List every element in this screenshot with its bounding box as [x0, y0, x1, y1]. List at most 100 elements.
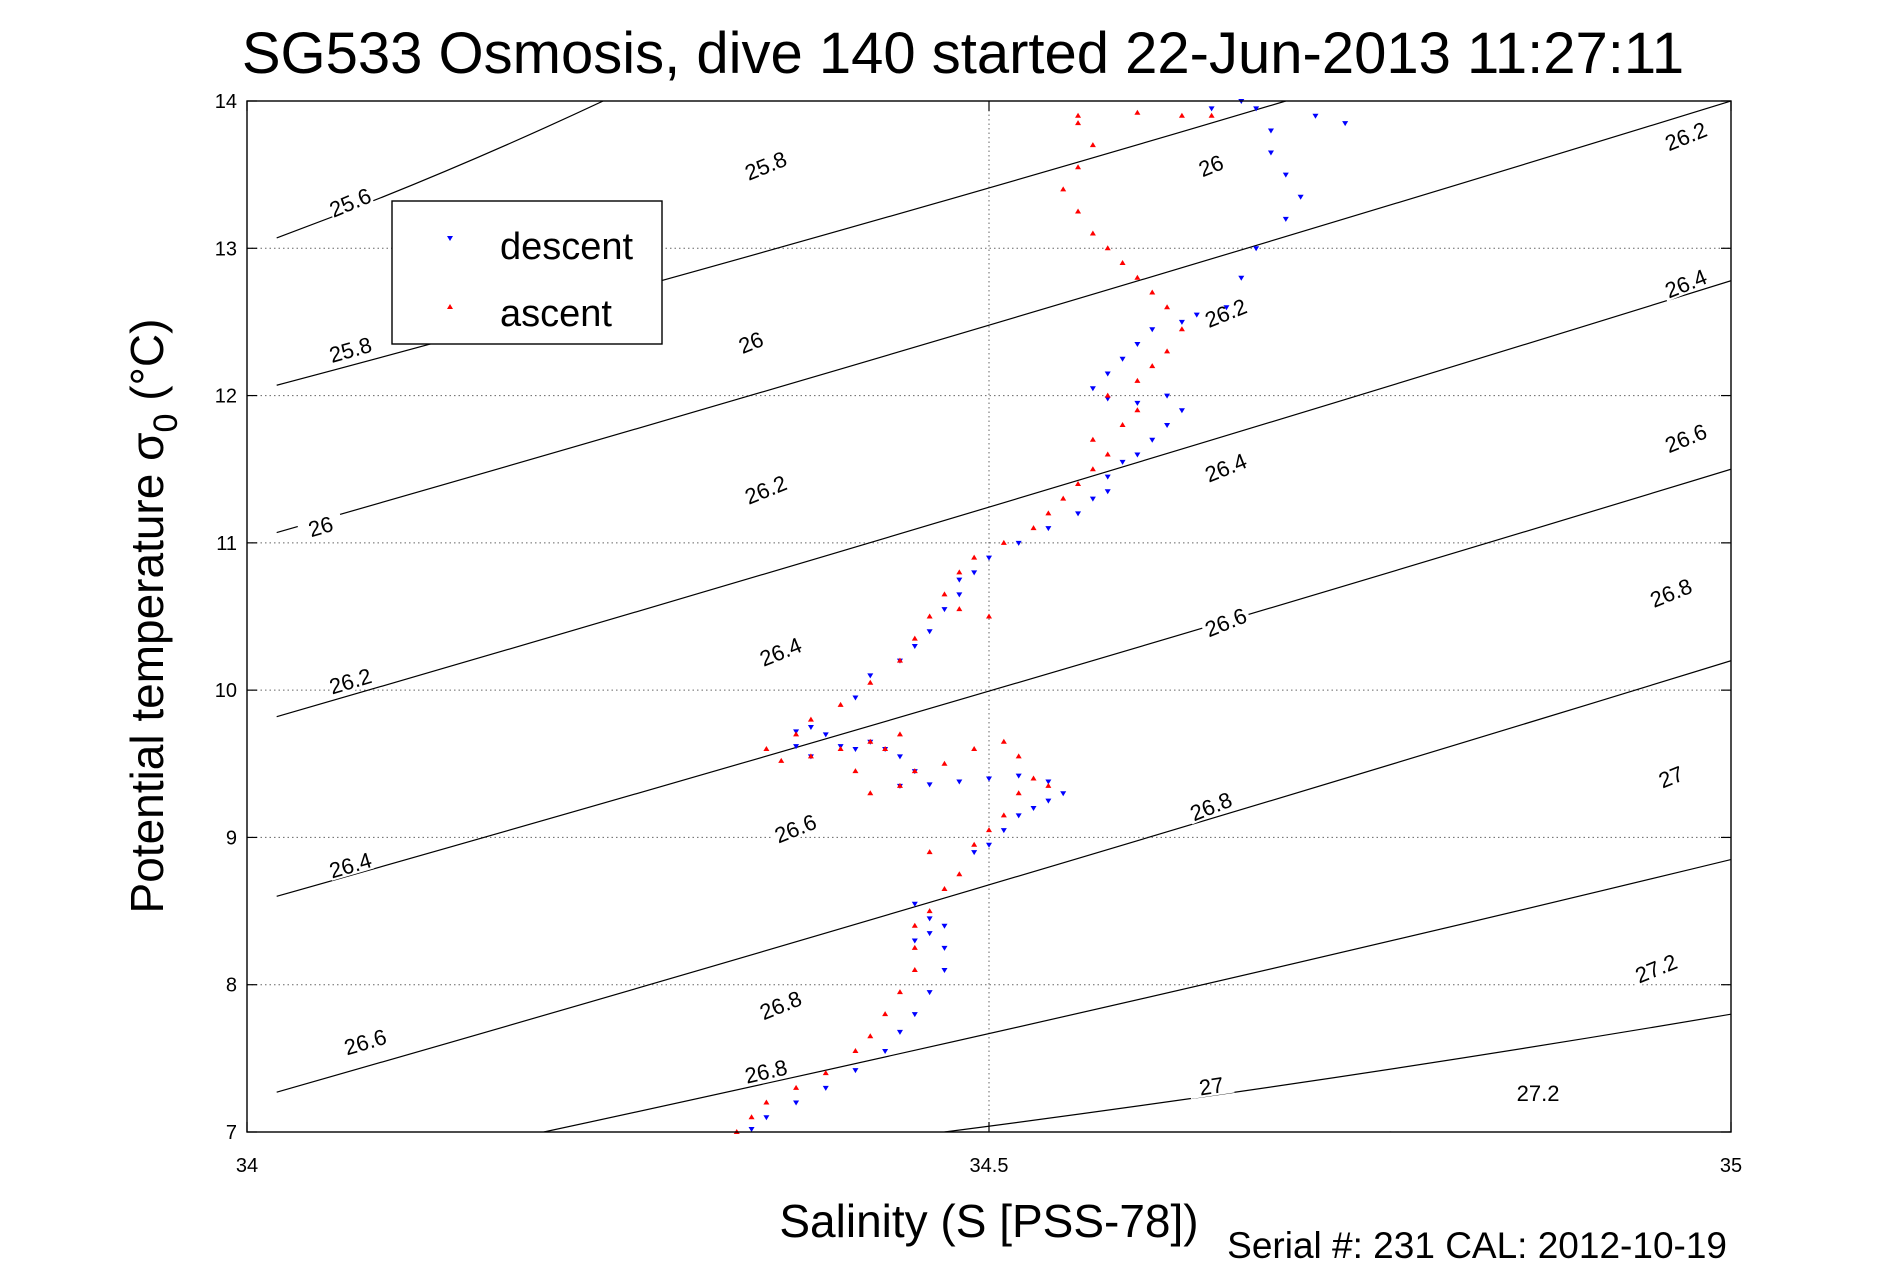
ascent-point: [1000, 738, 1007, 744]
ascent-point: [1134, 377, 1141, 383]
ascent-point: [867, 738, 874, 744]
descent-point: [1045, 798, 1052, 804]
descent-point: [1134, 452, 1141, 458]
ascent-point: [1015, 790, 1022, 796]
contour-label-bg: [340, 1023, 390, 1058]
contour-label: 26.6: [1201, 603, 1250, 642]
descent-point: [956, 592, 963, 598]
ascent-point: [793, 731, 800, 737]
contour-label: 26.2: [326, 663, 374, 699]
ascent-point: [1089, 230, 1096, 236]
descent-point: [941, 945, 948, 951]
ascent-point: [852, 768, 859, 774]
descent-point: [1342, 121, 1349, 127]
descent-point: [1267, 150, 1274, 156]
contour-label: 27: [1197, 1072, 1225, 1100]
descent-point: [1178, 319, 1185, 325]
legend-descent-label: descent: [500, 226, 634, 268]
contour-label-bg: [741, 1054, 790, 1086]
density-contour-line: [276, 280, 1731, 718]
legend-ascent-label: ascent: [500, 293, 612, 335]
contour-label-bg: [1658, 263, 1712, 302]
ascent-point: [763, 1099, 770, 1105]
y-tick-label: 13: [215, 238, 237, 260]
density-contour-line: [276, 101, 604, 239]
contour-label-bg: [1629, 948, 1683, 987]
ascent-point: [911, 768, 918, 774]
contour-label: 27.2: [1517, 1081, 1560, 1106]
contour-label: 27.2: [1632, 949, 1681, 988]
ascent-point: [911, 635, 918, 641]
contour-label: 26.6: [771, 809, 820, 848]
ascent-point: [867, 790, 874, 796]
descent-point: [956, 779, 963, 785]
descent-point: [1045, 526, 1052, 532]
ascent-point: [882, 1011, 889, 1017]
contour-label: 26.2: [1661, 117, 1710, 156]
contour-label-bg: [1198, 292, 1252, 331]
descent-point: [1253, 106, 1260, 112]
descent-point: [882, 1048, 889, 1054]
contour-label-bg: [325, 182, 375, 220]
ascent-point: [1060, 186, 1067, 192]
ascent-point: [748, 1114, 755, 1120]
descent-point: [941, 923, 948, 929]
contour-label: 25.8: [741, 146, 790, 185]
contour-label: 25.8: [326, 332, 374, 368]
ascent-point: [971, 746, 978, 752]
descent-point: [956, 577, 963, 583]
contour-label-bg: [738, 469, 792, 508]
contour-label: 26.6: [1661, 419, 1710, 458]
descent-point: [1045, 779, 1052, 785]
ascent-point: [941, 760, 948, 766]
ascent-point: [926, 613, 933, 619]
density-contour-line: [944, 1013, 1731, 1132]
ascent-point: [1178, 112, 1185, 118]
ascent-point: [1089, 436, 1096, 442]
y-tick-label: 14: [215, 91, 237, 113]
ascent-point: [1104, 451, 1111, 457]
descent-point: [1208, 106, 1215, 112]
descent-point: [1000, 828, 1007, 834]
x-tick-label: 35: [1720, 1155, 1742, 1177]
y-tick-label: 8: [226, 975, 237, 997]
descent-point: [1060, 791, 1067, 797]
x-tick-label: 34.5: [970, 1155, 1009, 1177]
descent-point: [911, 1012, 918, 1018]
descent-point: [748, 1127, 755, 1133]
ascent-point: [971, 554, 978, 560]
ascent-point: [822, 1070, 829, 1076]
contour-label: 26.8: [1187, 787, 1236, 826]
ascent-point: [1119, 422, 1126, 428]
contour-label-bg: [325, 847, 375, 881]
descent-point: [941, 607, 948, 613]
contour-label-bg: [1187, 1070, 1235, 1099]
data-points: [733, 99, 1349, 1134]
ascent-point: [1075, 164, 1082, 170]
descent-point: [1238, 275, 1245, 281]
contour-label-bg: [1184, 145, 1237, 184]
ascent-point: [1015, 753, 1022, 759]
chart-title: SG533 Osmosis, dive 140 started 22-Jun-2…: [242, 21, 1684, 86]
descent-point: [1089, 386, 1096, 392]
x-axis-label: Salinity (S [PSS-78]): [779, 1195, 1198, 1247]
descent-point: [763, 1115, 770, 1121]
descent-point: [1119, 356, 1126, 362]
ascent-point: [896, 782, 903, 788]
ascent-point: [896, 731, 903, 737]
descent-point: [1178, 408, 1185, 414]
contour-label-bg: [325, 331, 375, 366]
contour-label: 26.4: [326, 847, 374, 883]
descent-point: [926, 629, 933, 635]
contour-label-bg: [724, 322, 777, 361]
ascent-point: [807, 716, 814, 722]
ascent-point: [1178, 326, 1185, 332]
descent-point: [1104, 396, 1111, 402]
ascent-point: [911, 944, 918, 950]
ascent-point: [837, 701, 844, 707]
descent-point: [926, 782, 933, 788]
ascent-point: [1075, 208, 1082, 214]
contour-label: 26.4: [1201, 448, 1250, 487]
descent-point: [1297, 194, 1304, 200]
